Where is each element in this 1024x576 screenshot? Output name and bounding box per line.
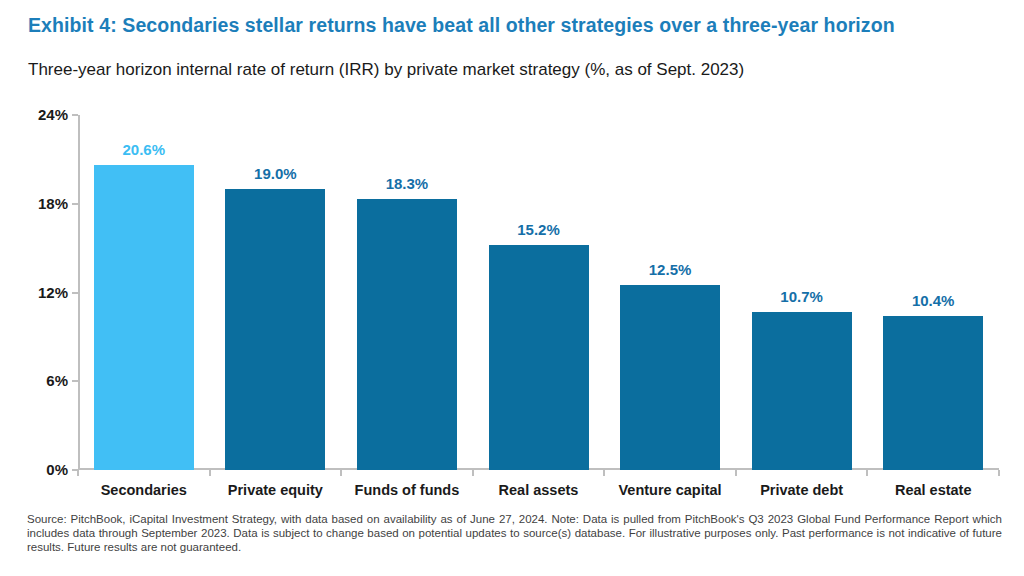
x-axis-tick: [209, 470, 211, 476]
y-axis-tick: [72, 203, 78, 205]
y-axis-label: 12%: [20, 284, 68, 301]
bar-value-label: 20.6%: [84, 141, 204, 158]
x-axis-label: Real assets: [473, 482, 605, 498]
x-axis-tick: [472, 470, 474, 476]
x-axis-label: Private equity: [210, 482, 342, 498]
bar-value-label: 12.5%: [610, 261, 730, 278]
y-axis-tick: [72, 292, 78, 294]
bar-real-assets: [489, 245, 589, 470]
y-axis-tick: [72, 114, 78, 116]
y-axis-label: 6%: [20, 372, 68, 389]
y-axis-label: 24%: [20, 106, 68, 123]
x-axis-tick: [866, 470, 868, 476]
x-axis-label: Private debt: [736, 482, 868, 498]
source-note: Source: PitchBook, iCapital Investment S…: [27, 512, 1002, 554]
bar-value-label: 19.0%: [215, 165, 335, 182]
y-axis-label: 0%: [20, 461, 68, 478]
x-axis-tick: [77, 470, 79, 476]
bar-value-label: 15.2%: [479, 221, 599, 238]
x-axis-tick: [735, 470, 737, 476]
exhibit-figure: Exhibit 4: Secondaries stellar returns h…: [0, 0, 1024, 576]
x-axis-label: Real estate: [867, 482, 999, 498]
x-axis-label: Funds of funds: [341, 482, 473, 498]
x-axis-label: Secondaries: [78, 482, 210, 498]
x-axis-tick: [340, 470, 342, 476]
x-axis-tick: [603, 470, 605, 476]
bar-venture-capital: [620, 285, 720, 470]
x-axis-tick: [998, 470, 1000, 476]
bar-value-label: 18.3%: [347, 175, 467, 192]
bar-private-equity: [225, 189, 325, 470]
bar-secondaries: [94, 165, 194, 470]
y-axis-tick: [72, 380, 78, 382]
bar-private-debt: [752, 312, 852, 470]
bar-real-estate: [883, 316, 983, 470]
bar-value-label: 10.7%: [742, 288, 862, 305]
bar-funds-of-funds: [357, 199, 457, 470]
y-axis-label: 18%: [20, 195, 68, 212]
bar-value-label: 10.4%: [873, 292, 993, 309]
bar-chart: 0% 6% 12% 18% 24% 20.6% Secondaries 19.0% Privat…: [0, 0, 1024, 576]
x-axis-label: Venture capital: [604, 482, 736, 498]
